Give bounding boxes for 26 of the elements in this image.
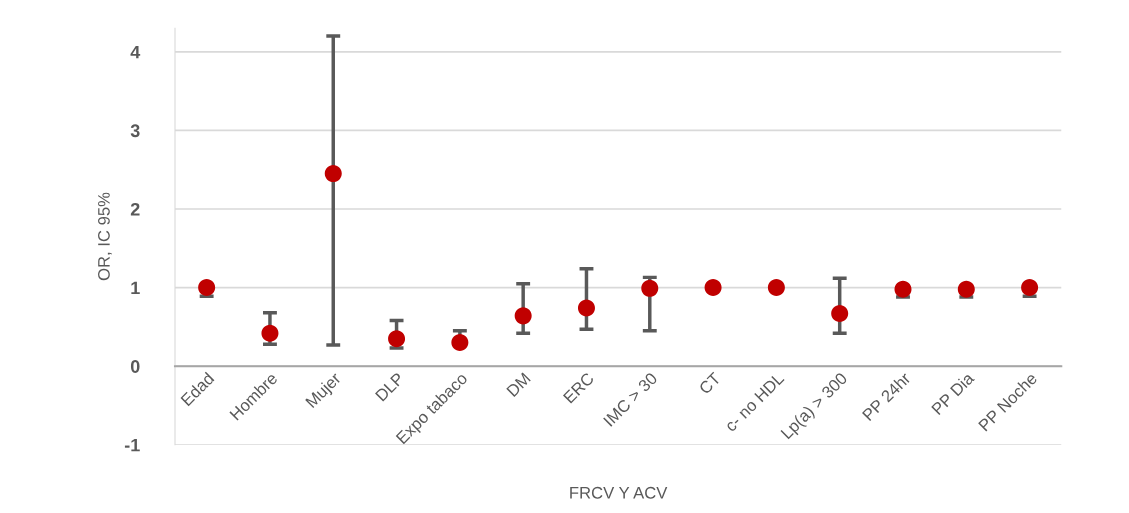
point xyxy=(704,279,722,297)
y-tick-label: 0 xyxy=(130,360,140,373)
point xyxy=(198,279,216,297)
point xyxy=(388,330,406,348)
point xyxy=(514,307,532,325)
y-tick-label: 1 xyxy=(131,281,140,295)
point xyxy=(767,279,785,297)
x-tick-label: DM xyxy=(506,372,531,397)
point xyxy=(1021,279,1039,297)
point xyxy=(641,279,659,297)
x-tick-label: CT xyxy=(698,371,722,395)
point xyxy=(261,324,279,342)
point xyxy=(957,280,975,298)
y-tick-label: 3 xyxy=(130,124,140,138)
x-tick-label: PP Dia xyxy=(930,371,975,416)
x-axis-title: FRCV Y ACV xyxy=(570,486,668,499)
point xyxy=(831,305,849,323)
point xyxy=(451,334,469,352)
y-tick-label: 2 xyxy=(130,202,140,216)
point xyxy=(577,299,595,317)
y-tick-label: 4 xyxy=(130,45,141,59)
y-tick-label: -1 xyxy=(124,438,140,452)
x-tick-label: IMC > 30 xyxy=(603,371,658,427)
y-axis-title: OR, IC 95% xyxy=(98,192,112,281)
point xyxy=(324,165,342,183)
point xyxy=(894,280,912,298)
